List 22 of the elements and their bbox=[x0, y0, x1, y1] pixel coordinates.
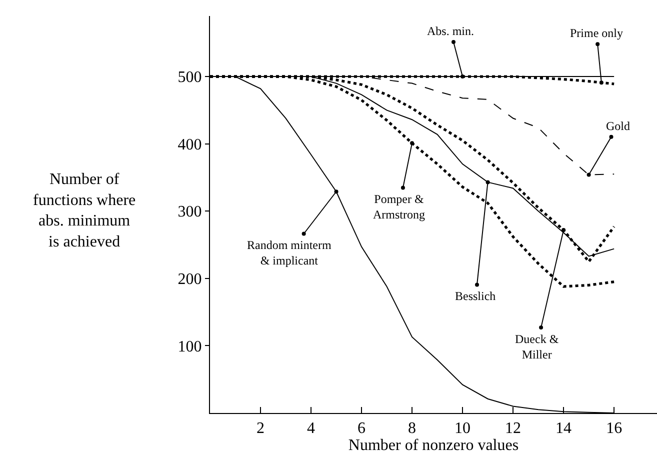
y-tick-label: 100 bbox=[178, 338, 202, 356]
y-tick-label: 300 bbox=[178, 204, 202, 221]
annotation: Abs. min. bbox=[427, 24, 474, 38]
x-axis-title: Number of nonzero values bbox=[348, 437, 519, 454]
annotation: Pomper & Armstrong bbox=[373, 192, 425, 222]
x-tick-label: 16 bbox=[606, 420, 622, 438]
x-tick-label: 10 bbox=[454, 420, 471, 438]
x-tick-label: 8 bbox=[408, 420, 416, 438]
x-tick-label: 2 bbox=[256, 420, 265, 438]
y-tick-label: 500 bbox=[178, 69, 202, 86]
x-tick-label: 6 bbox=[358, 420, 366, 438]
x-tick-label: 4 bbox=[307, 420, 316, 438]
annotation: Besslich bbox=[455, 289, 496, 303]
y-tick-label: 200 bbox=[178, 271, 202, 288]
x-tick-label: 12 bbox=[505, 420, 522, 438]
y-axis-title: Number of functions where abs. minimum is achieved bbox=[33, 171, 136, 250]
annotation: Gold bbox=[606, 119, 630, 133]
annotation: Prime only bbox=[570, 26, 623, 40]
annotation: Random minterm & implicant bbox=[247, 238, 332, 268]
y-tick-label: 400 bbox=[178, 136, 202, 154]
x-tick-label: 14 bbox=[556, 420, 572, 438]
annotation: Dueck & Miller bbox=[515, 332, 560, 362]
